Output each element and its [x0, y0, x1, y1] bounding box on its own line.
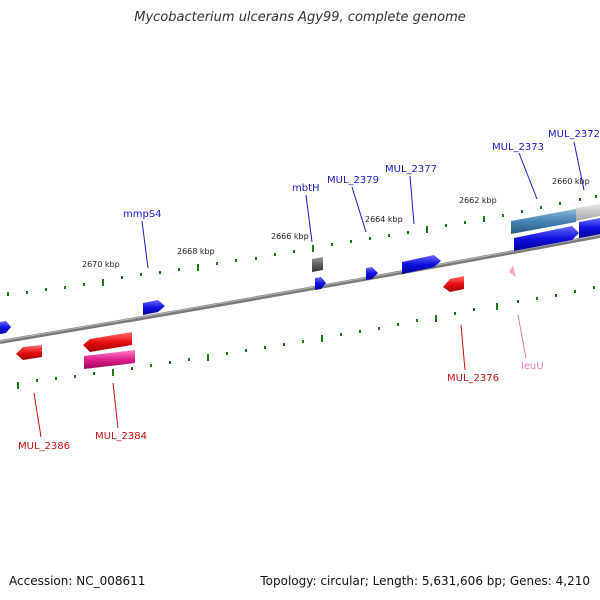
gene-leuu-trna[interactable]	[509, 265, 516, 277]
gene-mul-2384-feature[interactable]	[83, 332, 132, 352]
leader-mul-2384	[112, 382, 119, 429]
scale-label-2662: 2662 kbp	[459, 196, 497, 205]
label-mul-2377[interactable]: MUL_2377	[385, 164, 437, 175]
leader-mul-2372	[573, 141, 585, 191]
label-mul-2384[interactable]: MUL_2384	[95, 431, 147, 442]
gene-mul-2384-rrna[interactable]	[84, 350, 135, 369]
leader-mul-2377	[409, 175, 415, 225]
gene-mul-2372-feature[interactable]	[579, 218, 600, 238]
leader-mul-2386	[33, 392, 42, 438]
forward-genes	[0, 204, 600, 334]
label-leuu[interactable]: leuU	[521, 361, 544, 372]
gene-mbth-feature[interactable]	[315, 277, 326, 290]
scale-label-2670: 2670 kbp	[82, 260, 120, 269]
scale-label-2668: 2668 kbp	[177, 247, 215, 256]
gene-mul-2379-feature[interactable]	[366, 267, 378, 280]
scale-label-2666: 2666 kbp	[271, 232, 309, 241]
forward-tick-track	[7, 195, 597, 296]
gene-mul-2386-feature[interactable]	[16, 345, 42, 360]
accession-label: Accession: NC_008611	[9, 574, 146, 588]
label-mmps4[interactable]: mmpS4	[123, 209, 162, 220]
gene-mmps4-feature[interactable]	[143, 300, 165, 315]
label-leaders	[33, 141, 585, 438]
label-mul-2372[interactable]: MUL_2372	[548, 129, 600, 140]
leader-mul-2379	[351, 186, 367, 233]
gene-mul-2373-operon[interactable]	[511, 209, 576, 234]
reverse-genes	[16, 265, 516, 369]
leader-mul-2376	[460, 324, 466, 371]
leader-mul-2373	[518, 152, 538, 200]
leader-mbth	[305, 194, 313, 243]
label-mul-2376[interactable]: MUL_2376	[447, 373, 499, 384]
gene-left-edge-feature[interactable]	[0, 321, 11, 334]
label-mul-2386[interactable]: MUL_2386	[18, 441, 70, 452]
label-mbth[interactable]: mbtH	[292, 183, 320, 194]
label-mul-2379[interactable]: MUL_2379	[327, 175, 379, 186]
map-title: Mycobacterium ulcerans Agy99, complete g…	[134, 10, 466, 25]
genome-backbone	[0, 234, 600, 344]
gene-mul-2373-feature[interactable]	[514, 226, 579, 251]
genome-summary: Topology: circular; Length: 5,631,606 bp…	[260, 574, 590, 588]
gene-mul-2372-partner[interactable]	[576, 204, 600, 221]
leader-leuu	[517, 314, 527, 359]
scale-label-2660: 2660 kbp	[552, 177, 590, 186]
gene-mul-2377-feature[interactable]	[402, 255, 441, 274]
gene-mbth-pseudo[interactable]	[312, 257, 323, 272]
label-mul-2373[interactable]: MUL_2373	[492, 142, 544, 153]
reverse-tick-track	[17, 286, 595, 389]
leader-mmps4	[141, 220, 149, 269]
gene-mul-2376-feature[interactable]	[443, 276, 464, 292]
scale-label-2664: 2664 kbp	[365, 215, 403, 224]
